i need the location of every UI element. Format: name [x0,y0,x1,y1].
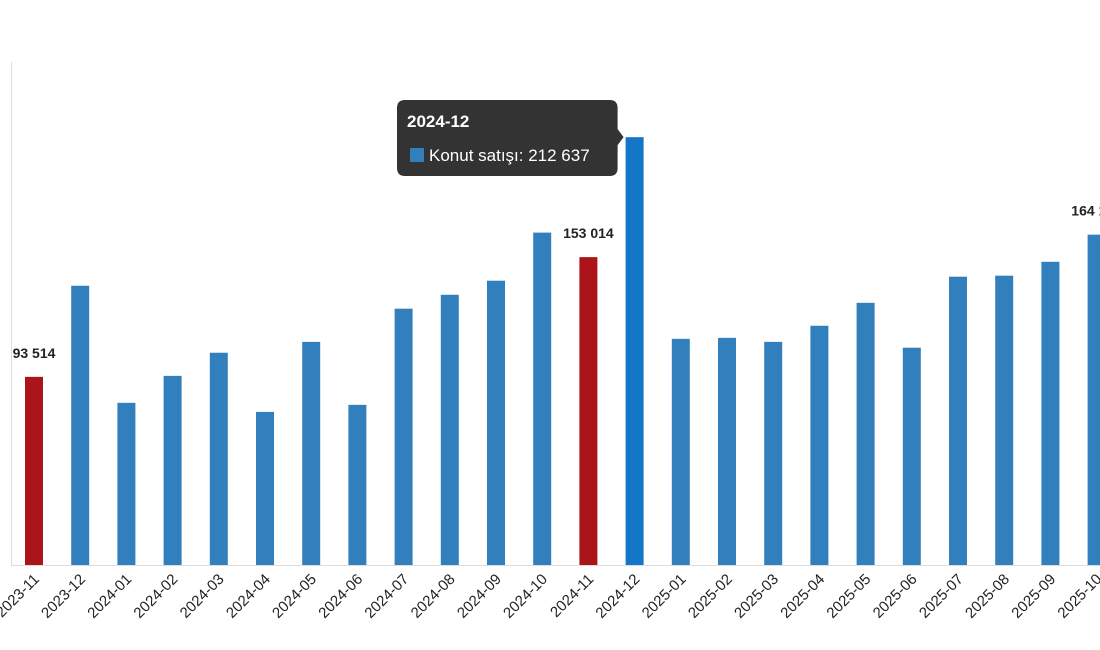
bar [810,325,829,565]
tooltip-swatch [410,148,424,162]
bar [949,276,967,565]
bar [163,375,182,565]
bar [579,257,598,565]
bar [1087,234,1100,565]
x-tick-label: 2025-06 [870,571,921,622]
tooltip-title: 2024-12 [407,112,469,131]
bar [117,402,136,565]
x-tick-label: 2025-10 [1054,571,1100,622]
bar [902,347,921,565]
bar [440,294,459,565]
bar [487,280,505,565]
bar [25,376,43,565]
value-label: 153 014 [563,225,614,241]
x-tick-label: 2024-04 [223,571,274,622]
x-tick-label: 2025-04 [777,571,828,622]
bar [256,411,274,565]
bar [394,308,413,565]
x-tick-label: 2024-02 [130,571,181,622]
bar [71,285,90,565]
bar [856,302,875,565]
x-tick-label: 2023-11 [0,571,43,621]
bar [302,341,321,565]
tooltip: 2024-12 Konut satışı: 212 637 [397,100,624,176]
bar [348,404,367,565]
x-tick-label: 2024-01 [84,571,135,622]
x-tick-label: 2024-03 [177,571,228,622]
x-tick-label: 2023-12 [38,571,89,622]
x-tick-label: 2024-06 [315,571,366,622]
tooltip-text: Konut satışı: 212 637 [429,146,590,165]
x-tick-label: 2024-08 [408,571,459,622]
bar [625,137,644,565]
tooltip-box [397,100,624,176]
x-tick-label: 2024-05 [269,571,320,622]
bar [533,232,552,565]
bar [671,338,690,565]
x-tick-label: 2025-05 [823,571,874,622]
x-tick-label: 2024-10 [500,571,551,622]
bars [25,137,1100,565]
x-tick-label: 2025-03 [731,571,782,622]
x-tick-label: 2025-08 [962,571,1013,622]
x-tick-label: 2025-09 [1008,571,1059,622]
x-tick-label: 2024-11 [547,571,597,621]
x-tick-label: 2025-07 [916,571,967,622]
bar [995,275,1014,565]
x-tick-label: 2025-02 [685,571,736,622]
x-tick-label: 2024-07 [361,571,412,622]
value-label: 93 514 [13,345,56,361]
value-label: 164 180 [1071,203,1100,219]
x-tick-label: 2025-01 [639,571,690,622]
bar [1041,261,1060,565]
bar [764,341,783,565]
x-tick-label: 2024-09 [454,571,505,622]
x-tick-label: 2024-12 [592,571,643,622]
bar [209,352,228,565]
bar [718,337,736,565]
